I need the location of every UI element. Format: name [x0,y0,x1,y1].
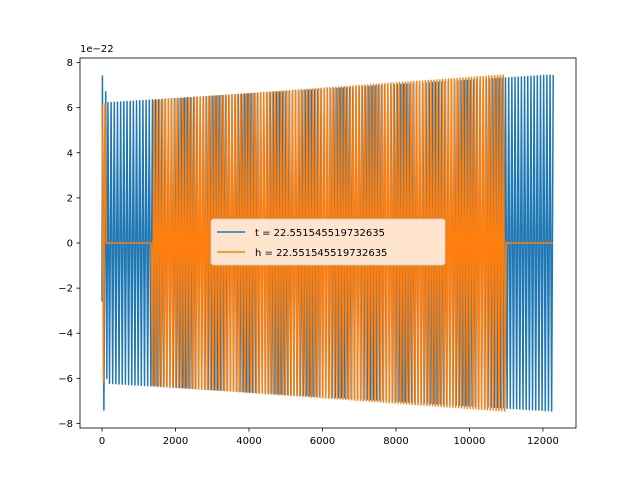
x-tick-label: 12000 [527,436,559,447]
legend-label-0: t = 22.551545519732635 [255,228,385,239]
x-tick-label: 6000 [310,436,335,447]
y-tick-label: −6 [58,374,73,385]
legend-box [210,218,446,266]
y-tick-label: 6 [67,103,73,114]
x-tick-label: 0 [99,436,105,447]
legend-label-1: h = 22.551545519732635 [255,248,387,259]
y-tick-label: −4 [58,329,73,340]
x-tick-label: 4000 [236,436,261,447]
legend: t = 22.551545519732635 h = 22.55154551973… [210,218,446,266]
y-tick-label: 8 [67,58,73,69]
y-axis-offset-text: 1e−22 [80,44,114,55]
axis-ticks: 0 2000 4000 6000 8000 10000 12000 −8 −6 −4 −2 0 2 4 6 8 [58,58,559,447]
x-tick-label: 2000 [163,436,188,447]
y-tick-label: 4 [67,148,73,159]
x-tick-label: 10000 [454,436,486,447]
x-tick-label: 8000 [383,436,408,447]
y-tick-label: −2 [58,284,73,295]
y-tick-label: 0 [67,239,73,250]
y-tick-label: −8 [58,419,73,430]
y-tick-label: 2 [67,193,73,204]
